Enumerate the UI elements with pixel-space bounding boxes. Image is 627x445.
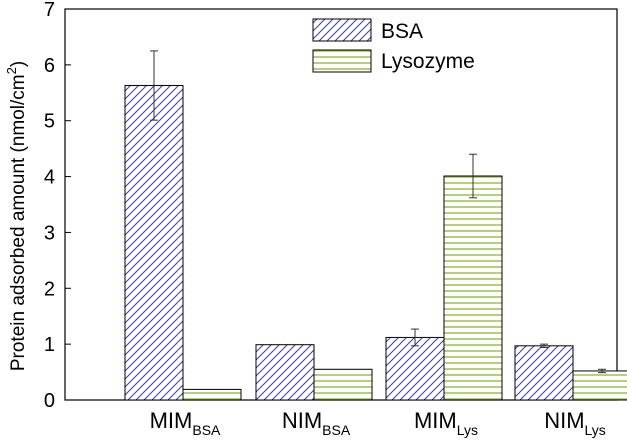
- bar-lysozyme-3: [443, 175, 503, 401]
- x-tick-label-sub: Lys: [585, 422, 606, 438]
- legend-swatch-bsa: [312, 18, 372, 42]
- y-tick-label: 3: [44, 222, 55, 244]
- y-tick-label: 2: [44, 278, 55, 300]
- x-tick-label-sub: Lys: [457, 422, 478, 438]
- x-tick-label-sub: BSA: [322, 422, 351, 438]
- bar-lysozyme-1: [182, 388, 242, 401]
- y-tick-label: 7: [44, 0, 55, 21]
- y-tick-label: 1: [44, 334, 55, 356]
- x-tick-label: MIMLys: [414, 408, 478, 438]
- x-tick-label-main: NIM: [282, 408, 322, 433]
- y-axis-label: Protein adsorbed amount (nmol/cm2): [4, 61, 29, 371]
- legend-label-lysozyme: Lysozyme: [381, 50, 475, 73]
- x-tick-label: NIMBSA: [282, 408, 351, 438]
- bar-bsa-1: [124, 85, 184, 401]
- y-tick-label: 6: [44, 55, 55, 77]
- bar-lysozyme-4: [572, 370, 627, 401]
- bar-lysozyme-2: [313, 368, 373, 401]
- x-tick-label-main: MIM: [150, 408, 193, 433]
- bar-bsa-3: [385, 336, 445, 401]
- legend-swatch-lysozyme: [312, 49, 372, 73]
- x-axis: MIMBSA NIMBSA MIMLys NIMLys: [150, 394, 606, 438]
- y-axis: 0 1 2 3 4 5 6 7: [44, 0, 71, 412]
- x-tick-label-sub: BSA: [192, 422, 221, 438]
- plot-area: [64, 8, 627, 401]
- svg-text:Protein adsorbed amount (nmol/: Protein adsorbed amount (nmol/cm2): [4, 61, 29, 371]
- y-tick-label: 5: [44, 111, 55, 133]
- bar-bsa-2: [255, 344, 315, 401]
- bar-bsa-4: [514, 345, 574, 401]
- y-tick-label: 4: [44, 167, 55, 189]
- legend: BSA Lysozyme: [312, 18, 475, 73]
- y-tick-label: 0: [44, 390, 55, 412]
- x-tick-label: NIMLys: [544, 408, 606, 438]
- x-tick-label-main: MIM: [414, 408, 457, 433]
- x-tick-label-main: NIM: [544, 408, 584, 433]
- legend-label-bsa: BSA: [381, 20, 423, 43]
- x-tick-label: MIMBSA: [150, 408, 221, 438]
